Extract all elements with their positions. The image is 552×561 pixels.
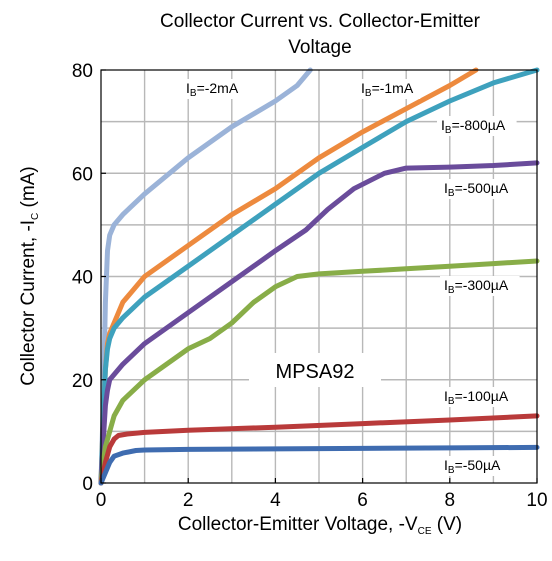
series-line-0: [98, 67, 313, 486]
series-line-5: [98, 413, 540, 486]
y-tick-label: 20: [72, 371, 93, 392]
x-tick-label: 8: [445, 490, 456, 511]
x-axis-label-prefix: Collector-Emitter Voltage, -V: [178, 514, 418, 535]
series-line-6: [98, 444, 540, 486]
axis-ticks: 0 2 4 6 8 10 0 20 40 60 80: [72, 61, 548, 511]
series-label-background: [440, 387, 520, 407]
series-label-prefix: I: [186, 80, 190, 96]
y-axis-label: Collector Current, -IC (mA): [18, 166, 41, 385]
series-label-background: [437, 116, 517, 136]
y-axis-label-subscript: C: [30, 213, 41, 220]
series-label-background: [182, 79, 246, 99]
x-tick-label: 2: [183, 490, 194, 511]
x-axis-label-suffix: (V): [432, 514, 463, 535]
series-label-0: IB=-2mA: [186, 80, 239, 99]
chart-title-line-2: Voltage: [288, 37, 351, 58]
series-label-suffix: =-50µA: [455, 457, 501, 473]
device-annotation: MPSA92: [276, 361, 355, 383]
series-label-suffix: =-500µA: [455, 180, 509, 196]
series-label-background: [440, 276, 520, 296]
series-label-subscript: B: [365, 88, 372, 99]
series-label-suffix: =-800µA: [452, 117, 506, 133]
y-tick-label: 40: [72, 268, 93, 289]
x-tick-label: 4: [270, 490, 281, 511]
y-tick-label: 80: [72, 61, 93, 82]
series-label-3: IB=-500µA: [444, 180, 509, 199]
series-label-prefix: I: [444, 180, 448, 196]
y-axis-label-prefix: Collector Current, -I: [18, 220, 39, 386]
x-axis-label-subscript: CE: [418, 526, 432, 537]
series-label-6: IB=-50µA: [444, 457, 501, 476]
series-group: [98, 67, 540, 486]
series-label-2: IB=-800µA: [441, 117, 506, 136]
series-label-suffix: =-300µA: [455, 277, 509, 293]
series-label-subscript: B: [190, 88, 197, 99]
series-label-background: [357, 79, 421, 99]
series-label-subscript: B: [448, 396, 455, 407]
series-label-4: IB=-300µA: [444, 277, 509, 296]
x-tick-label: 10: [526, 490, 547, 511]
series-label-suffix: =-2mA: [197, 80, 239, 96]
series-label-subscript: B: [448, 465, 455, 476]
series-line-2: [98, 67, 540, 486]
annotation-background: [249, 353, 381, 387]
series-label-background: [440, 179, 520, 199]
series-label-5: IB=-100µA: [444, 388, 509, 407]
x-tick-label: 6: [357, 490, 368, 511]
series-label-subscript: B: [448, 285, 455, 296]
x-tick-label: 0: [96, 490, 107, 511]
series-label-prefix: I: [441, 117, 445, 133]
y-tick-label: 60: [72, 164, 93, 185]
chart-title-line-1: Collector Current vs. Collector-Emitter: [160, 11, 481, 32]
y-tick-label: 0: [82, 474, 93, 495]
series-label-subscript: B: [445, 125, 452, 136]
series-label-prefix: I: [444, 277, 448, 293]
series-label-prefix: I: [361, 80, 365, 96]
series-label-background: [440, 456, 512, 476]
x-axis-label: Collector-Emitter Voltage, -VCE (V): [178, 514, 462, 537]
series-label-prefix: I: [444, 457, 448, 473]
series-label-suffix: =-100µA: [455, 388, 509, 404]
y-axis-label-suffix: (mA): [18, 166, 39, 212]
series-labels: IB=-2mA IB=-1mAIB=-800µAIB=-500µAIB=-300µ…: [182, 79, 520, 476]
series-label-prefix: I: [444, 388, 448, 404]
series-line-4: [98, 258, 540, 486]
series-label-1: IB=-1mA: [361, 80, 414, 99]
series-label-suffix: =-1mA: [372, 80, 414, 96]
series-label-subscript: B: [448, 188, 455, 199]
series-line-3: [98, 160, 540, 486]
